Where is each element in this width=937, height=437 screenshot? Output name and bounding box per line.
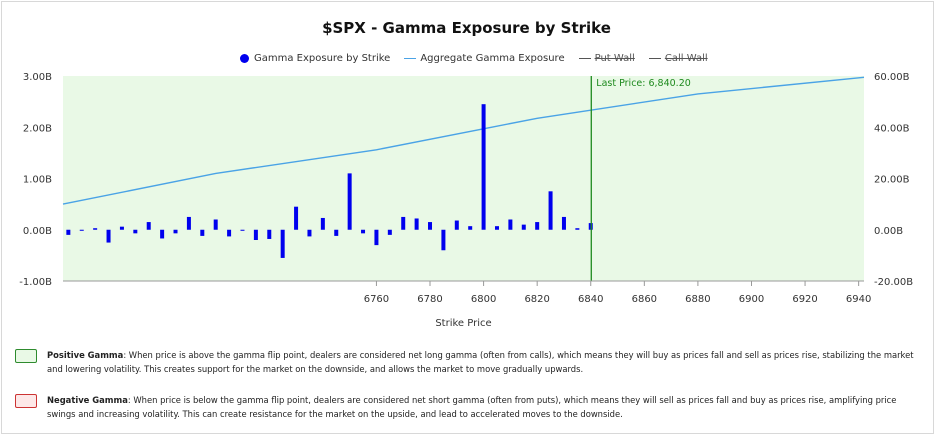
gamma-bar [575, 228, 580, 230]
gamma-bar [334, 229, 339, 236]
gamma-bar [521, 224, 526, 230]
gamma-bar [173, 229, 178, 234]
note-positive-body: : When price is above the gamma flip poi… [47, 350, 914, 374]
gamma-bar [468, 226, 473, 230]
gamma-bar [227, 229, 232, 237]
chart-legend: Gamma Exposure by Strike Aggregate Gamma… [240, 50, 722, 66]
gamma-bar [93, 228, 98, 230]
gamma-bar [454, 220, 459, 230]
gamma-bar [240, 229, 245, 231]
gamma-bar [133, 229, 138, 234]
note-negative-body: : When price is below the gamma flip poi… [47, 395, 897, 419]
positive-gamma-swatch [15, 349, 37, 363]
gamma-bar [213, 219, 218, 230]
gamma-bar [428, 222, 433, 230]
legend-label: Put Wall [594, 52, 635, 64]
gamma-bar [160, 229, 165, 239]
y-right-tick-label: 60.00B [874, 72, 910, 83]
note-negative-gamma: Negative Gamma: When price is below the … [15, 393, 917, 421]
gamma-bar [253, 229, 258, 240]
gamma-bar [387, 229, 392, 235]
gamma-bar [414, 218, 419, 230]
legend-label: Aggregate Gamma Exposure [420, 52, 565, 64]
gamma-bar [561, 216, 566, 230]
note-positive-label: Positive Gamma [47, 350, 124, 360]
legend-line-icon [578, 57, 591, 59]
x-tick-label: 6800 [471, 294, 496, 305]
y-left-tick-label: 1.00B [23, 175, 52, 186]
gamma-bar [106, 229, 111, 243]
gamma-bar [508, 219, 513, 230]
gamma-bar [320, 217, 325, 230]
y-right-tick-label: 20.00B [874, 175, 910, 186]
gamma-bar [548, 191, 553, 230]
x-tick-label: 6840 [578, 294, 603, 305]
y-right-tick-label: 40.00B [874, 123, 910, 134]
gamma-bar [200, 229, 205, 236]
note-positive-gamma: Positive Gamma: When price is above the … [15, 348, 917, 376]
y-left-tick-label: 2.00B [23, 123, 52, 134]
aggregate-gamma-line [62, 76, 865, 205]
x-tick-label: 6920 [792, 294, 817, 305]
x-tick-label: 6880 [685, 294, 710, 305]
gamma-bar [481, 104, 486, 230]
y-left-tick-label: 3.00B [23, 72, 52, 83]
gamma-bar [66, 229, 71, 235]
y-right-tick-label: 0.00B [874, 226, 903, 237]
legend-line-icon [404, 57, 417, 59]
note-negative-label: Negative Gamma [47, 395, 128, 405]
gamma-bar [374, 229, 379, 246]
chart-title: $SPX - Gamma Exposure by Strike [322, 19, 611, 37]
x-tick-label: 6820 [524, 294, 549, 305]
gamma-bar [280, 229, 285, 258]
y-right-tick-label: -20.00B [874, 277, 913, 288]
legend-line-icon [648, 57, 661, 59]
y-left-tick-label: 0.00B [23, 226, 52, 237]
legend-item-put-wall[interactable]: Put Wall [578, 52, 635, 64]
gamma-chart: Last Price: 6,840.20 6760 6780 6800 6820 684… [19, 72, 913, 329]
gamma-bar [119, 226, 124, 230]
legend-dot-icon [240, 53, 249, 63]
gamma-bar [146, 222, 151, 230]
gamma-bar [186, 216, 191, 230]
negative-gamma-swatch [15, 394, 37, 408]
gamma-bar [441, 229, 446, 251]
gamma-bar [494, 226, 499, 230]
legend-label: Gamma Exposure by Strike [254, 52, 391, 64]
note-positive-text: Positive Gamma: When price is above the … [47, 348, 917, 376]
legend-item-aggregate-gamma[interactable]: Aggregate Gamma Exposure [404, 52, 565, 64]
gamma-bar [79, 229, 84, 231]
x-tick-label: 6900 [739, 294, 764, 305]
legend-label: Call Wall [664, 52, 708, 64]
gamma-bar [401, 216, 406, 230]
x-tick-label: 6940 [846, 294, 871, 305]
gamma-bar [294, 206, 299, 230]
gamma-bar [361, 229, 366, 234]
last-price-label: Last Price: 6,840.20 [596, 78, 691, 89]
x-tick-label: 6760 [364, 294, 389, 305]
x-axis-label: Strike Price [435, 318, 491, 329]
x-tick-label: 6860 [632, 294, 657, 305]
note-negative-text: Negative Gamma: When price is below the … [47, 393, 917, 421]
y-left-tick-label: -1.00B [19, 277, 52, 288]
legend-item-gamma-by-strike[interactable]: Gamma Exposure by Strike [240, 53, 390, 64]
gamma-bar [267, 229, 272, 239]
gamma-bar [347, 173, 352, 230]
legend-item-call-wall[interactable]: Call Wall [648, 52, 708, 64]
plot-area [63, 76, 864, 281]
gamma-bar [307, 229, 312, 237]
x-tick-label: 6780 [417, 294, 442, 305]
gamma-bar [535, 222, 540, 230]
